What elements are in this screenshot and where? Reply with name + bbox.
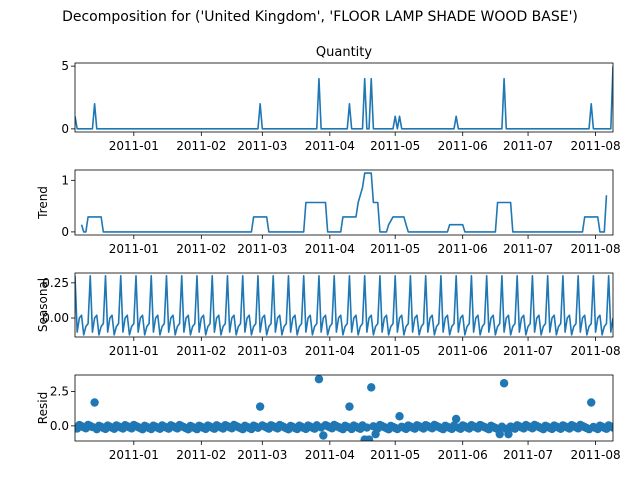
x-tick-label: 2011-08 [571, 139, 621, 153]
series-line [75, 275, 613, 336]
axes-frame [74, 62, 614, 133]
plot-area [75, 275, 613, 336]
quantity-panel: Quantity 0 5 2011-01 2011-02 2011-03 2011-04 20… [61, 45, 620, 153]
axes-frame [74, 374, 614, 442]
plot-area [75, 66, 613, 130]
x-tick-label: 2011-07 [503, 344, 553, 358]
axes-frame [74, 272, 614, 338]
x-tick-label: 2011-01 [109, 139, 159, 153]
y-tick-label: 0 [61, 225, 69, 239]
x-tick-label: 2011-07 [503, 242, 553, 256]
x-tick-label: 2011-01 [109, 242, 159, 256]
x-tick-label: 2011-07 [503, 139, 553, 153]
panel-title: Quantity [316, 45, 372, 60]
x-tick-label: 2011-04 [305, 448, 355, 462]
x-tick-label: 2011-02 [176, 448, 226, 462]
x-tick-label: 2011-04 [305, 139, 355, 153]
y-axis-label: Trend [36, 186, 50, 220]
x-tick-label: 2011-02 [176, 344, 226, 358]
x-tick-label: 2011-08 [571, 448, 621, 462]
resid-point [495, 429, 504, 439]
x-tick-label: 2011-03 [237, 344, 287, 358]
y-tick-label: 0.00 [42, 311, 69, 325]
y-tick-label: 0 [61, 122, 69, 136]
x-tick-label: 2011-02 [176, 139, 226, 153]
resid-point [587, 398, 596, 407]
y-tick-label: 1 [61, 173, 69, 187]
x-tick-label: 2011-03 [237, 448, 287, 462]
x-tick-label: 2011-01 [109, 448, 159, 462]
x-tick-label: 2011-04 [305, 344, 355, 358]
y-tick-label: 5 [61, 59, 69, 73]
x-tick-label: 2011-05 [370, 242, 420, 256]
y-tick-label: 0.0 [50, 419, 69, 433]
plot-area [75, 375, 613, 441]
x-tick-label: 2011-03 [237, 242, 287, 256]
x-tick-label: 2011-05 [370, 139, 420, 153]
resid-point [90, 398, 99, 407]
figure-suptitle: Decomposition for ('United Kingdom', 'FL… [62, 9, 578, 25]
x-tick-label: 2011-08 [571, 242, 621, 256]
resid-point [451, 414, 461, 424]
y-tick-label: 2.5 [50, 385, 69, 399]
resid-point [608, 423, 613, 432]
resid-point [319, 431, 328, 440]
y-axis-label: Seasonal [36, 278, 50, 332]
x-tick-label: 2011-01 [109, 344, 159, 358]
resid-point [255, 402, 265, 411]
y-axis-label: Resid [36, 392, 50, 424]
x-tick-label: 2011-03 [237, 139, 287, 153]
x-tick-label: 2011-05 [370, 448, 420, 462]
x-tick-label: 2011-04 [305, 242, 355, 256]
x-tick-label: 2011-06 [438, 448, 488, 462]
axes-frame [74, 169, 614, 236]
resid-point [395, 412, 404, 421]
resid-point [314, 375, 324, 384]
resid-point [367, 383, 376, 392]
resid-point [499, 379, 509, 388]
x-tick-label: 2011-06 [438, 139, 488, 153]
resid-point [364, 435, 374, 441]
x-tick-label: 2011-05 [370, 344, 420, 358]
trend-panel: Trend 0 1 2011-01 2011-02 2011-03 2011-04 2011-… [36, 169, 621, 256]
resid-point [362, 423, 372, 432]
x-tick-label: 2011-06 [438, 242, 488, 256]
resid-point [504, 429, 513, 439]
series-line [75, 66, 613, 130]
series-line [80, 172, 608, 233]
resid-point [345, 402, 354, 411]
y-tick-label: 0.25 [42, 276, 69, 290]
x-tick-label: 2011-08 [571, 344, 621, 358]
x-tick-label: 2011-02 [176, 242, 226, 256]
x-tick-label: 2011-07 [503, 448, 553, 462]
x-tick-label: 2011-06 [438, 344, 488, 358]
plot-area [80, 172, 608, 233]
